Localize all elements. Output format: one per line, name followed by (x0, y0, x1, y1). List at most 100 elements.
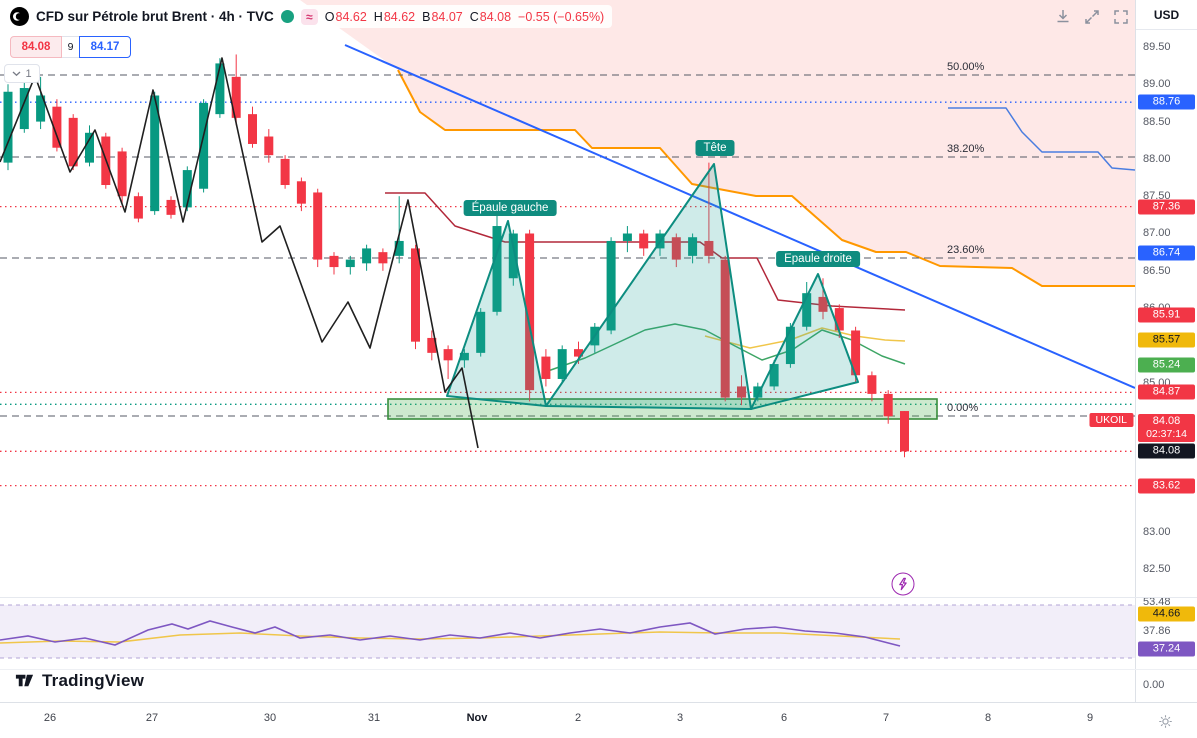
download-icon (1057, 10, 1069, 23)
symbol-logo-icon[interactable] (10, 7, 29, 26)
senkou-b-line (397, 69, 1135, 287)
candle-body (427, 337, 437, 353)
chevron-down-icon (12, 71, 21, 76)
download-button[interactable] (1051, 5, 1075, 29)
price-tick: 88.50 (1143, 115, 1171, 128)
candle-body (3, 91, 13, 163)
pane-separator[interactable] (0, 597, 1197, 598)
candle-body (117, 151, 127, 197)
price-tick: 83.00 (1143, 525, 1171, 538)
price-badge: 84.87 (1138, 384, 1195, 400)
candle-body (52, 106, 62, 148)
candle-body (85, 132, 94, 163)
fib-label: 38.20% (947, 143, 985, 155)
rsi-band (0, 605, 1135, 658)
ohlc-values: O 84.62 H 84.62 B 84.07 C 84.08 −0.55 (−0.65… (325, 10, 604, 24)
fullscreen-icon (1114, 10, 1128, 24)
pattern-label[interactable]: Epaule droite (776, 251, 860, 267)
candle-body (394, 240, 404, 256)
maximize-button[interactable] (1080, 5, 1104, 29)
candle-body (329, 255, 339, 268)
open-label: O (324, 9, 335, 24)
time-label: 8 (984, 712, 992, 724)
chart-canvas[interactable] (0, 0, 1135, 702)
time-axis[interactable]: 26 27 30 31 Nov 2 3 6 7 8 9 (0, 702, 1197, 738)
candle-body (248, 114, 257, 144)
tradingview-watermark[interactable]: TradingView (14, 670, 144, 691)
candle-body (867, 375, 877, 394)
candle-body (150, 95, 160, 212)
price-axis[interactable]: USD 89.50 89.00 88.50 88.00 87.50 87.00 86.50 8… (1135, 0, 1197, 702)
candle-body (166, 199, 176, 215)
price-badge: 88.76 (1138, 94, 1195, 110)
candle-body (508, 233, 518, 279)
candle-body (818, 296, 828, 312)
fullscreen-button[interactable] (1109, 5, 1133, 29)
tradingview-logo-icon (15, 674, 34, 687)
candle-body (883, 393, 893, 417)
candle-body (851, 330, 861, 376)
chart-pane[interactable]: UKOIL Épaule gauche Tête Epaule droite 50.0… (0, 0, 1135, 702)
head-shoulders-head[interactable] (545, 163, 752, 410)
candle-body (443, 349, 453, 361)
head-shoulders-right-shoulder[interactable] (750, 273, 859, 410)
head-shoulders-left-shoulder[interactable] (446, 220, 547, 407)
buy-button[interactable]: 84.17 (79, 36, 131, 58)
time-label: 31 (367, 712, 381, 724)
candle-body (492, 226, 502, 312)
sell-button[interactable]: 84.08 (10, 36, 62, 58)
lightning-marker[interactable] (891, 572, 915, 596)
price-tick: 86.50 (1143, 264, 1171, 277)
candle-body (378, 252, 388, 264)
descending-trendline[interactable] (344, 44, 1135, 389)
time-label: 6 (780, 712, 788, 724)
pane-separator-2[interactable] (0, 669, 1197, 670)
time-axis-settings-button[interactable] (1154, 710, 1176, 732)
rsi-ma-line (0, 631, 901, 644)
market-status-dot-icon[interactable] (280, 10, 294, 23)
candle-body (280, 158, 290, 186)
price-tick: 82.50 (1143, 563, 1171, 576)
candle-body (622, 233, 632, 241)
candle-body (459, 352, 469, 361)
candle-body (688, 237, 698, 256)
candle-body (639, 233, 649, 249)
candle-body (769, 364, 779, 387)
candle-body (834, 308, 844, 331)
change-value: −0.55 (−0.65%) (518, 9, 605, 24)
candle-body (36, 95, 46, 122)
pattern-label[interactable]: Tête (695, 140, 735, 156)
candle-body (671, 237, 681, 260)
candle-body (19, 88, 29, 130)
pattern-label[interactable]: Épaule gauche (463, 200, 557, 216)
candle-body (525, 233, 535, 391)
legend-collapse-button[interactable]: 1 (4, 64, 40, 83)
kijun-line (948, 107, 1135, 171)
time-label: 7 (882, 712, 890, 724)
approx-values-icon[interactable]: ≈ (300, 8, 318, 25)
price-axis-currency[interactable]: USD (1136, 0, 1197, 30)
time-label: 9 (1086, 712, 1094, 724)
price-badge: 84.08 02:37:14 (1138, 414, 1195, 442)
candle-body (720, 259, 730, 398)
candle-body (264, 136, 274, 156)
price-tick: 88.00 (1143, 152, 1171, 165)
candle-body (753, 386, 763, 398)
candle-body (900, 411, 909, 452)
tradingview-logo-text: TradingView (42, 670, 145, 690)
candle-body (362, 248, 372, 264)
candle-body (557, 349, 567, 379)
candle-body (68, 117, 78, 167)
indicator-badge: 37.24 (1138, 641, 1195, 657)
price-badge: 85.91 (1138, 307, 1195, 323)
price-badge: 84.08 (1138, 443, 1195, 459)
price-badge: 86.74 (1138, 245, 1195, 261)
lightning-icon (899, 577, 907, 591)
buy-sell-widget: 84.08 9 84.17 (10, 36, 131, 58)
low-label: B (422, 9, 431, 24)
symbol-legend: CFD sur Pétrole brut Brent · 4h · TVC ≈ … (6, 5, 613, 28)
close-label: C (469, 9, 479, 24)
symbol-title[interactable]: CFD sur Pétrole brut Brent · 4h · TVC (36, 9, 274, 24)
rsi-line (0, 620, 901, 647)
